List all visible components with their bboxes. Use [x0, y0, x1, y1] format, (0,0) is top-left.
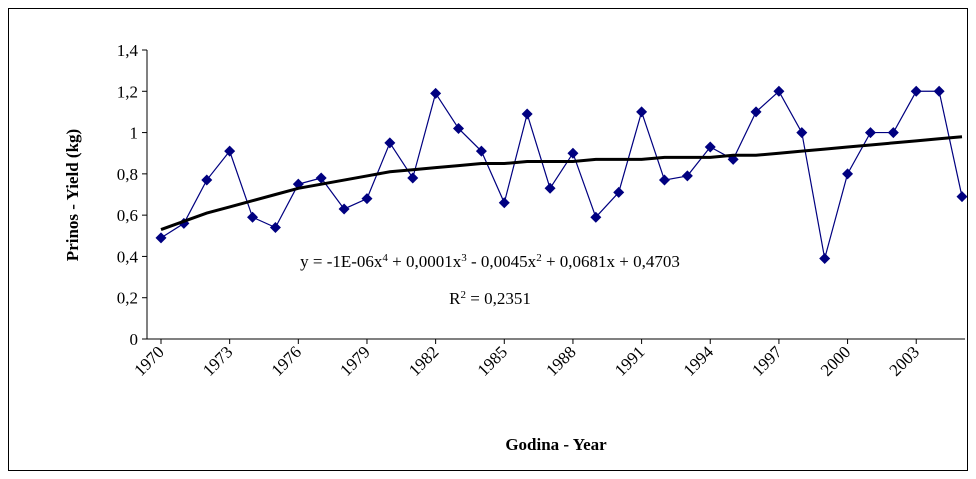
y-axis-title: Prinos - Yield (kg)	[63, 129, 82, 261]
data-point	[864, 127, 876, 139]
data-point	[796, 127, 808, 139]
text-part: + 0,0681x + 0,4703	[542, 252, 680, 271]
data-point	[338, 203, 350, 215]
data-point	[910, 85, 922, 97]
trend-equation: y = -1E-06x4 + 0,0001x3 - 0,0045x2 + 0,0…	[300, 252, 680, 271]
data-point	[590, 211, 602, 223]
trend-line	[160, 135, 963, 232]
data-point	[384, 137, 396, 149]
data-point	[613, 186, 625, 198]
data-point	[498, 197, 510, 209]
text-part: - 0,0045x	[467, 252, 537, 271]
superscript: 3	[461, 252, 467, 264]
data-point	[842, 168, 854, 180]
superscript: 4	[382, 252, 388, 264]
text-part: R	[449, 289, 461, 308]
data-point	[430, 87, 442, 99]
data-point	[544, 182, 556, 194]
superscript: 2	[461, 289, 467, 301]
y-tick-label: 0	[130, 330, 139, 349]
y-tick-label: 1,4	[117, 41, 139, 60]
r-squared: R2 = 0,2351	[449, 289, 531, 308]
data-point	[567, 147, 579, 159]
data-point	[819, 252, 831, 264]
y-tick-label: 1,2	[117, 82, 138, 101]
data-point	[704, 141, 716, 153]
data-line	[160, 90, 963, 259]
y-tick-label: 0,4	[117, 247, 139, 266]
data-point	[475, 145, 487, 157]
y-tick-label: 0,6	[117, 206, 138, 225]
text-part: y = -1E-06x	[300, 252, 383, 271]
chart-border	[8, 8, 968, 471]
data-point	[155, 232, 167, 244]
data-point	[315, 172, 327, 184]
y-tick-label: 0,2	[117, 289, 138, 308]
x-axis-title: Godina - Year	[505, 435, 607, 454]
data-point	[636, 106, 648, 118]
data-point	[201, 174, 213, 186]
text-part: = 0,2351	[466, 289, 531, 308]
y-tick-label: 1	[130, 124, 139, 143]
data-point	[681, 170, 693, 182]
data-point	[887, 127, 899, 139]
data-point	[521, 108, 533, 120]
text-part: + 0,0001x	[388, 252, 462, 271]
data-point	[453, 122, 465, 134]
data-point	[933, 85, 945, 97]
data-point	[269, 222, 281, 234]
y-tick-label: 0,8	[117, 165, 138, 184]
data-point	[956, 191, 968, 203]
data-point	[247, 211, 259, 223]
superscript: 2	[536, 252, 542, 264]
data-point	[658, 174, 670, 186]
data-point	[750, 106, 762, 118]
data-point	[361, 193, 373, 205]
data-point	[407, 172, 419, 184]
data-point	[773, 85, 785, 97]
data-point	[224, 145, 236, 157]
